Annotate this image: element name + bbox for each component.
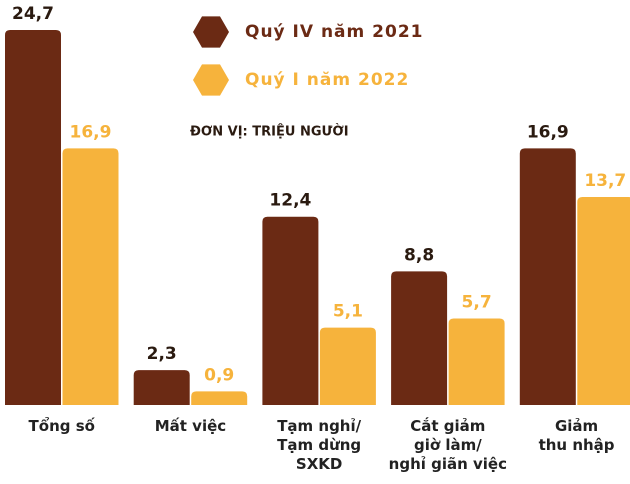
legend-label: Quý IV năm 2021 — [245, 22, 423, 42]
value-label: 16,9 — [527, 122, 569, 142]
value-label: 5,7 — [462, 292, 492, 312]
x-tick-label-line: SXKD — [296, 455, 342, 473]
value-label: 12,4 — [269, 191, 311, 211]
value-label: 0,9 — [204, 365, 234, 385]
x-tick-label-line: nghỉ giãn việc — [389, 455, 507, 473]
bar — [519, 148, 576, 405]
bar — [262, 216, 319, 405]
x-tick-label-line: Tổng số — [29, 416, 96, 435]
value-label: 5,1 — [333, 302, 363, 322]
value-label: 13,7 — [584, 171, 626, 191]
value-label: 24,7 — [12, 4, 54, 24]
x-tick-label-line: giờ làm/ — [414, 436, 482, 454]
chart-subtitle: ĐƠN VỊ: TRIỆU NGƯỜI — [190, 124, 349, 140]
x-tick-label-line: Giảm — [555, 417, 598, 435]
x-tick-label: Mất việc — [155, 417, 226, 435]
value-label: 8,8 — [404, 245, 434, 265]
bar — [62, 148, 119, 405]
x-tick-label-line: thu nhập — [539, 436, 615, 454]
x-tick-label-line: Mất việc — [155, 417, 226, 435]
bar — [391, 271, 448, 405]
value-label: 16,9 — [70, 122, 112, 142]
bar — [133, 370, 190, 405]
x-tick-label-line: Cắt giảm — [410, 416, 485, 435]
bar — [5, 30, 61, 405]
bar — [577, 197, 630, 405]
legend-swatch — [193, 16, 229, 48]
x-tick-label-line: Tạm nghỉ/ — [277, 417, 361, 435]
x-tick-label: Tổng số — [29, 416, 96, 435]
bar — [448, 318, 505, 405]
legend-label: Quý I năm 2022 — [245, 70, 409, 90]
bar — [191, 391, 248, 405]
bar — [319, 327, 376, 405]
legend-swatch — [193, 64, 229, 96]
x-tick-label: Giảm thu nhập — [539, 417, 615, 454]
x-tick-label: Tạm nghỉ/Tạm dừng SXKD — [277, 417, 362, 473]
value-label: 2,3 — [147, 344, 177, 364]
x-tick-label-line: Tạm dừng — [277, 436, 361, 454]
x-tick-label: Cắt giảm giờ làm/nghỉ giãn việc — [389, 416, 507, 473]
